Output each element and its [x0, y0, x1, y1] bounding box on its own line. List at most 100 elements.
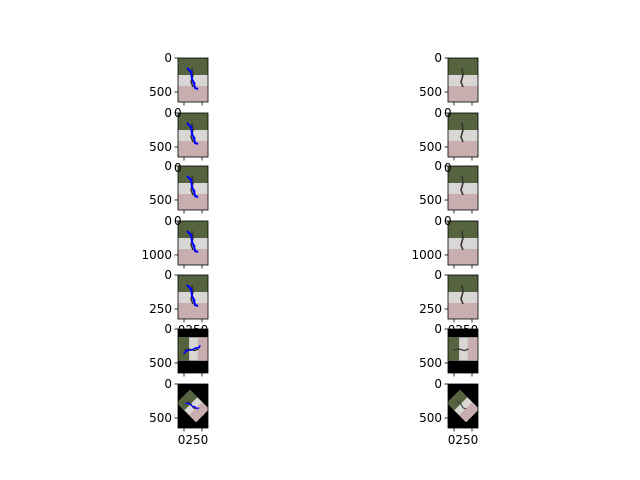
pose-joint	[194, 347, 197, 350]
pose-joint	[189, 125, 193, 129]
scene-foliage	[448, 221, 478, 238]
rotated-image	[448, 337, 478, 361]
pose-joint	[192, 189, 196, 193]
y-tick-label: 0	[434, 51, 442, 65]
image-panel: 0 500 0250	[149, 377, 209, 447]
x-tick-label-overlap: 0250	[178, 323, 209, 337]
scene-foliage	[448, 58, 478, 75]
y-tick-label: 250	[419, 302, 442, 316]
scene-floor	[448, 194, 478, 210]
y-tick-label: 500	[149, 411, 172, 425]
axes-frame	[447, 165, 479, 211]
panel-image	[448, 221, 478, 265]
x-tick-label-overlap: 0250	[448, 323, 479, 337]
axes-frame	[177, 165, 209, 211]
scene-floor	[459, 402, 478, 423]
axes-frame	[447, 274, 479, 320]
scene-floor	[448, 303, 478, 319]
y-tick-label: 0	[434, 159, 442, 173]
pose-joint	[189, 178, 193, 182]
y-tick-label: 0	[434, 214, 442, 228]
image-panel: 0 250	[149, 268, 209, 323]
y-tick-label: 0	[164, 159, 172, 173]
axes-frame	[177, 328, 209, 374]
scene-floor	[178, 86, 208, 102]
panel-image	[178, 166, 208, 210]
scene-foliage	[178, 113, 208, 130]
y-tick-label: 250	[149, 302, 172, 316]
person-figure	[460, 175, 464, 196]
axes-frame	[447, 57, 479, 103]
pose-joint	[193, 406, 196, 408]
x-tick-label-overlap: 0	[444, 161, 452, 175]
panel-image	[448, 113, 478, 157]
y-tick-label: 0	[164, 106, 172, 120]
axes-frame	[447, 328, 479, 374]
y-tick-label: 0	[434, 106, 442, 120]
scene-foliage	[448, 113, 478, 130]
y-tick-label: 500	[149, 140, 172, 154]
axes-frame	[447, 112, 479, 158]
scene-foliage	[178, 275, 208, 292]
axes-frame	[177, 57, 209, 103]
x-tick-label-overlap: 0	[174, 106, 182, 120]
pose-joint	[192, 81, 196, 85]
y-tick-label: 500	[419, 411, 442, 425]
scene-floor	[178, 303, 208, 319]
panel-image	[178, 275, 208, 319]
y-tick-label: 500	[149, 85, 172, 99]
panel-image	[178, 384, 208, 428]
image-panel: 0 500	[419, 159, 479, 214]
y-tick-label: 500	[419, 356, 442, 370]
y-tick-label: 0	[434, 268, 442, 282]
image-panel: 0 500	[419, 51, 479, 106]
panel-image	[178, 221, 208, 265]
panel-image	[448, 329, 478, 373]
pose-joint	[189, 287, 193, 291]
pose-joint	[189, 233, 193, 237]
scene-foliage	[448, 389, 468, 411]
scene-floor	[448, 249, 478, 265]
scene-floor	[178, 249, 208, 265]
image-panel: 0 500 0250	[419, 377, 479, 447]
rotated-image	[178, 337, 208, 361]
scene-floor	[467, 337, 478, 361]
image-panel: 0 250	[419, 268, 479, 323]
scene-foliage	[178, 389, 198, 411]
scene-foliage	[448, 275, 478, 292]
axes-frame	[447, 383, 479, 429]
image-panel: 0 500	[149, 322, 209, 377]
scene-foliage	[178, 337, 190, 361]
pose-joint	[187, 402, 190, 405]
y-tick-label: 0	[164, 51, 172, 65]
y-tick-label: 0	[164, 322, 172, 336]
x-tick-label: 0250	[178, 433, 209, 447]
image-panel: 0 500	[419, 106, 479, 161]
rotated-image	[178, 389, 208, 423]
pose-joint	[189, 70, 193, 74]
y-tick-label: 500	[419, 140, 442, 154]
scene-floor	[448, 86, 478, 102]
person-figure	[460, 67, 464, 88]
pose-joint	[192, 244, 196, 248]
image-panel: 0 1000	[141, 214, 209, 269]
panel-image	[448, 166, 478, 210]
axes-frame	[177, 383, 209, 429]
y-tick-label: 1000	[411, 248, 442, 262]
panels-layer: 0500050005000500050005000100001000025002…	[141, 51, 479, 447]
x-tick-label-overlap: 0	[444, 214, 452, 228]
axes-frame	[447, 220, 479, 266]
image-panel: 0 500	[149, 106, 209, 161]
pose-joint	[185, 349, 188, 352]
scene-floor	[197, 337, 208, 361]
axes-frame	[177, 274, 209, 320]
panel-image	[178, 113, 208, 157]
panel-image	[448, 384, 478, 428]
y-tick-label: 0	[164, 214, 172, 228]
y-tick-label: 0	[434, 322, 442, 336]
y-tick-label: 500	[149, 193, 172, 207]
scene-floor	[178, 141, 208, 157]
panel-image	[178, 329, 208, 373]
axes-frame	[177, 220, 209, 266]
